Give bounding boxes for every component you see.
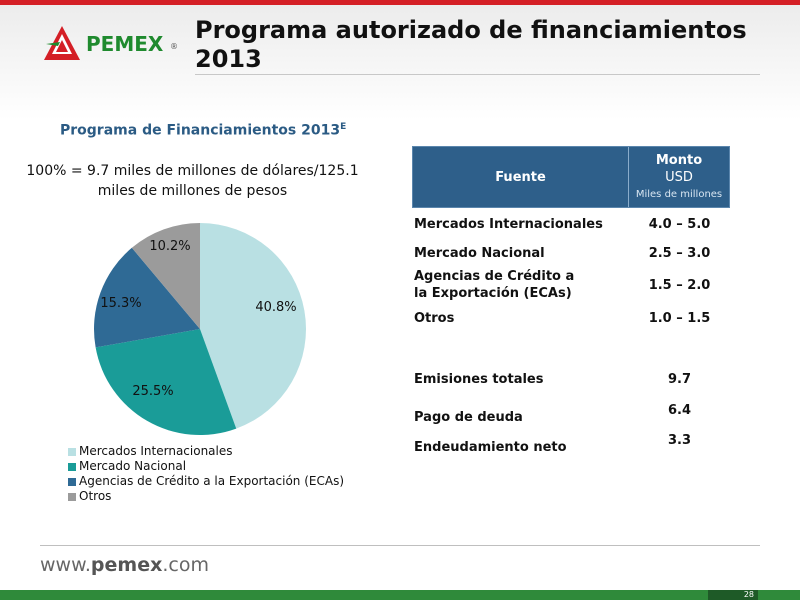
- legend-swatch: [68, 462, 76, 471]
- chart-legend: Mercados Internacionales Mercado Nacional…: [68, 444, 344, 504]
- logo-registered-mark: ®: [170, 42, 178, 51]
- row-monto: 9.7: [667, 371, 692, 387]
- financing-table: Fuente Monto USD Miles de millones Merca…: [412, 146, 730, 455]
- row-fuente: Endeudamiento neto: [414, 439, 567, 455]
- header-background: [0, 5, 800, 120]
- pie-slice-2: [94, 247, 200, 348]
- pemex-logo: PEMEX ®: [42, 26, 182, 66]
- footer-divider: [40, 545, 760, 546]
- legend-swatch: [68, 492, 76, 501]
- header-monto: Monto USD Miles de millones: [629, 147, 729, 207]
- page-title: Programa autorizado de financiamientos 2…: [195, 16, 747, 73]
- row-fuente: Otros: [414, 310, 455, 326]
- footer-url: www.pemex.com: [40, 554, 209, 576]
- page-number: 28: [708, 590, 758, 600]
- legend-label: Agencias de Crédito a la Exportación (EC…: [79, 474, 345, 488]
- footer-url-suffix: .com: [162, 554, 209, 576]
- row-monto: 1.5 – 2.0: [648, 277, 711, 293]
- table-header: Fuente Monto USD Miles de millones: [412, 146, 730, 208]
- row-monto: 6.4: [667, 402, 692, 418]
- chart-title-superscript: E: [340, 122, 347, 132]
- legend-swatch: [68, 447, 76, 456]
- row-monto: 4.0 – 5.0: [648, 216, 711, 232]
- legend-item: Mercado Nacional: [68, 459, 344, 474]
- pie-slice-3: [131, 223, 200, 329]
- legend-label: Otros: [79, 489, 112, 503]
- table-row: Pago de deuda 6.4: [412, 400, 730, 426]
- row-monto: 1.0 – 1.5: [648, 310, 711, 326]
- row-fuente: Pago de deuda: [414, 409, 523, 425]
- header-monto-title: Monto: [655, 152, 703, 168]
- pie-data-label: 10.2%: [149, 239, 190, 254]
- row-fuente: Emisiones totales: [414, 371, 544, 387]
- top-red-bar: [0, 0, 800, 5]
- pie-data-label: 15.3%: [100, 296, 141, 311]
- row-fuente: Mercados Internacionales: [414, 216, 603, 232]
- pie-slice-1: [95, 329, 237, 435]
- table-row: Endeudamiento neto 3.3: [412, 430, 730, 456]
- chart-title: Programa de Financiamientos 2013E: [60, 122, 346, 139]
- chart-subtitle: 100% = 9.7 miles de millones de dólares/…: [26, 163, 359, 199]
- legend-label: Mercado Nacional: [79, 459, 187, 473]
- footer-url-brand: pemex: [90, 554, 163, 576]
- pie-slice-0: [200, 223, 307, 429]
- row-monto: 2.5 – 3.0: [648, 245, 711, 261]
- header-fuente: Fuente: [413, 147, 629, 207]
- legend-item: Mercados Internacionales: [68, 444, 344, 459]
- pemex-eagle-icon: [44, 26, 80, 60]
- table-row: Mercados Internacionales 4.0 – 5.0: [412, 214, 730, 234]
- legend-item: Otros: [68, 489, 344, 504]
- footer-url-prefix: www.: [40, 554, 91, 576]
- legend-item: Agencias de Crédito a la Exportación (EC…: [68, 474, 344, 489]
- bottom-green-bar: [0, 590, 800, 600]
- legend-swatch: [68, 477, 76, 486]
- header-monto-currency: USD: [665, 169, 693, 185]
- table-row: Otros 1.0 – 1.5: [412, 308, 730, 328]
- pie-chart: 40.8% 25.5% 15.3% 10.2%: [94, 223, 307, 435]
- row-fuente: Mercado Nacional: [414, 245, 545, 261]
- logo-wordmark: PEMEX: [86, 32, 164, 56]
- chart-title-text: Programa de Financiamientos 2013: [60, 122, 341, 139]
- row-fuente: Agencias de Crédito a la Exportación (EC…: [414, 269, 575, 301]
- pie-data-label: 40.8%: [255, 300, 296, 315]
- row-monto: 3.3: [667, 432, 692, 448]
- table-row: Mercado Nacional 2.5 – 3.0: [412, 243, 730, 263]
- header-monto-unit: Miles de millones: [635, 188, 723, 200]
- legend-label: Mercados Internacionales: [79, 444, 233, 458]
- pie-data-label: 25.5%: [132, 384, 173, 399]
- title-divider: [195, 74, 760, 75]
- table-row: Emisiones totales 9.7: [412, 369, 730, 389]
- table-row: Agencias de Crédito a la Exportación (EC…: [412, 267, 730, 303]
